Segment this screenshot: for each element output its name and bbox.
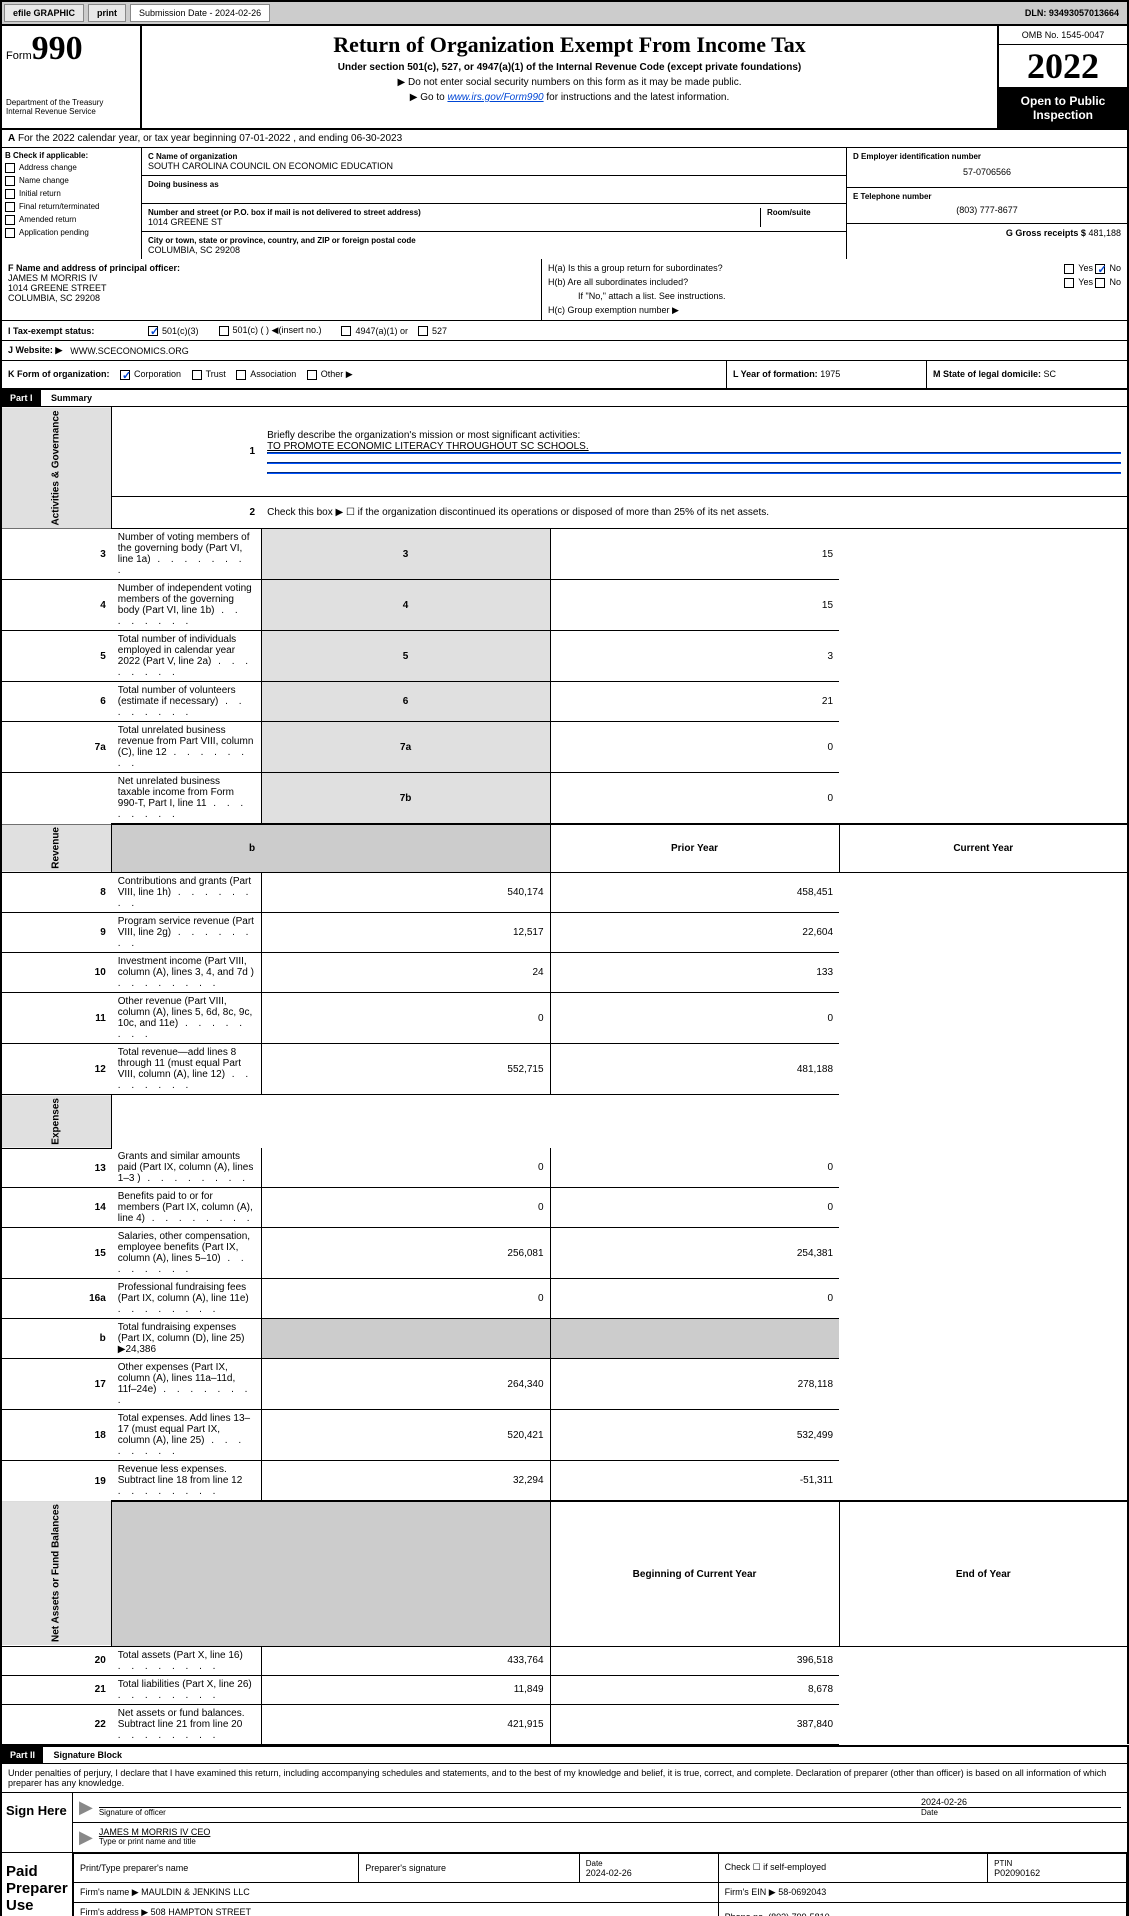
box-b-title: B Check if applicable: [5, 151, 138, 160]
signature-block: Under penalties of perjury, I declare th… [0, 1764, 1129, 1916]
ssn-note: ▶ Do not enter social security numbers o… [148, 77, 991, 88]
summary-table: Activities & Governance 1Briefly describ… [0, 407, 1129, 1745]
mission: TO PROMOTE ECONOMIC LITERACY THROUGHOUT … [267, 441, 589, 452]
website: WWW.SCECONOMICS.ORG [70, 346, 189, 356]
street-address: 1014 GREENE ST [148, 217, 760, 227]
part1-header: Part I Summary [0, 390, 1129, 407]
officer-name: JAMES M MORRIS IV [8, 273, 535, 283]
hb-yes-checkbox[interactable] [1064, 278, 1074, 288]
open-public: Open to Public Inspection [999, 88, 1127, 128]
preparer-table: Print/Type preparer's namePreparer's sig… [73, 1853, 1127, 1916]
ptin: P02090162 [994, 1868, 1040, 1878]
section-bc: B Check if applicable: Address changeNam… [0, 148, 1129, 259]
irs-link[interactable]: www.irs.gov/Form990 [447, 92, 543, 103]
dept-treasury: Department of the Treasury [6, 98, 136, 107]
org-name: SOUTH CAROLINA COUNCIL ON ECONOMIC EDUCA… [148, 161, 840, 171]
print-button[interactable]: print [88, 4, 126, 22]
row-fgh: F Name and address of principal officer:… [0, 259, 1129, 321]
form-word: Form [6, 50, 32, 62]
501c3-checkbox[interactable] [148, 326, 158, 336]
officer-sig-name: JAMES M MORRIS IV CEO [99, 1827, 211, 1837]
firm-name: MAULDIN & JENKINS LLC [141, 1887, 250, 1897]
gross-receipts: 481,188 [1088, 228, 1121, 238]
part2-header: Part II Signature Block [0, 1745, 1129, 1764]
row-a: A For the 2022 calendar year, or tax yea… [0, 130, 1129, 148]
state-domicile: SC [1044, 369, 1057, 379]
hb-no-checkbox[interactable] [1095, 278, 1105, 288]
city-state-zip: COLUMBIA, SC 29208 [148, 245, 840, 255]
ha-yes-checkbox[interactable] [1064, 264, 1074, 274]
omb-number: OMB No. 1545-0047 [999, 26, 1127, 45]
form-number: 990 [32, 30, 83, 67]
phone: (803) 777-8677 [853, 201, 1121, 219]
efile-label: efile GRAPHIC [4, 4, 84, 22]
form-header: Form990 Department of the Treasury Inter… [0, 26, 1129, 130]
ein: 57-0706566 [853, 161, 1121, 183]
year-formation: 1975 [820, 369, 840, 379]
ha-no-checkbox[interactable] [1095, 264, 1105, 274]
row-j: J Website: ▶ WWW.SCECONOMICS.ORG [0, 341, 1129, 361]
declaration: Under penalties of perjury, I declare th… [2, 1764, 1127, 1793]
dln: DLN: 93493057013664 [1025, 8, 1125, 18]
prep-phone: (803) 799-5810 [768, 1912, 830, 1916]
subtitle: Under section 501(c), 527, or 4947(a)(1)… [148, 62, 991, 73]
row-i: I Tax-exempt status: 501(c)(3) 501(c) ( … [0, 321, 1129, 341]
top-bar: efile GRAPHIC print Submission Date - 20… [0, 0, 1129, 26]
corp-checkbox[interactable] [120, 370, 130, 380]
row-klm: K Form of organization: Corporation Trus… [0, 361, 1129, 390]
form-title: Return of Organization Exempt From Incom… [148, 32, 991, 58]
tax-year: 2022 [999, 45, 1127, 88]
submission-date: Submission Date - 2024-02-26 [130, 4, 270, 22]
irs-label: Internal Revenue Service [6, 107, 136, 116]
firm-ein: 58-0692043 [778, 1887, 826, 1897]
